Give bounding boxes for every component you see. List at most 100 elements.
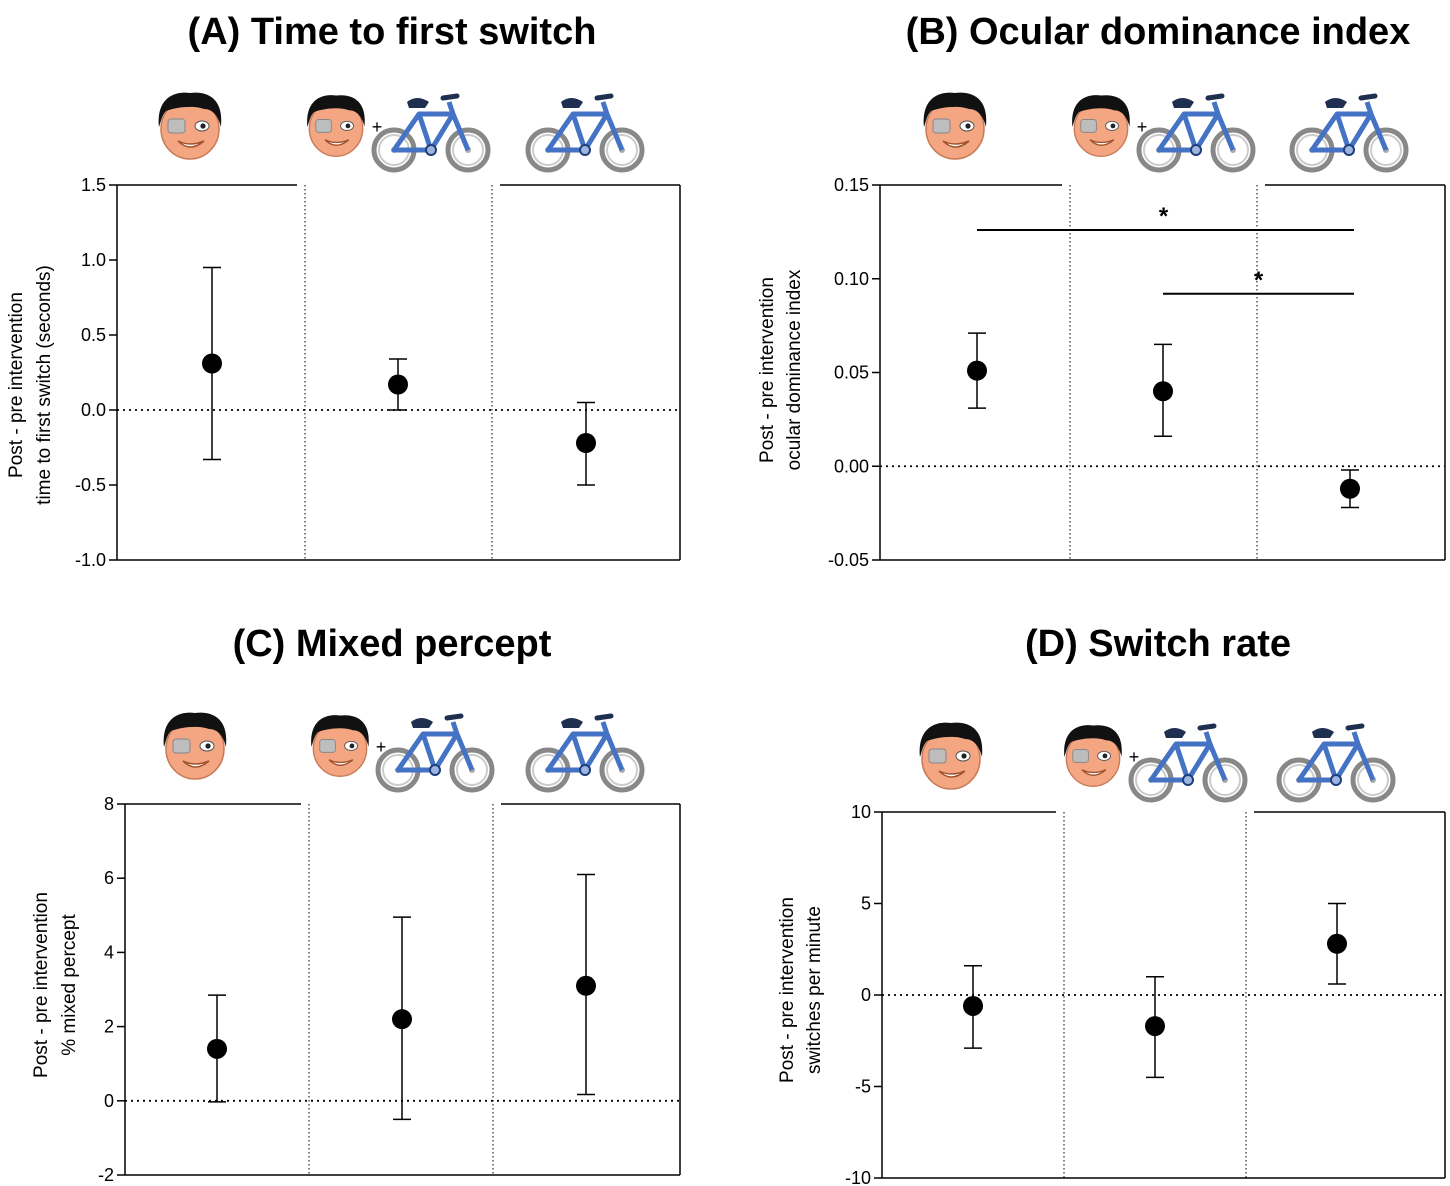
- eye-patch-plus-bike-icon: +: [311, 713, 495, 793]
- y-tick-label: -2: [98, 1165, 114, 1185]
- saddle-shape: [1164, 728, 1186, 738]
- condition-icons: +: [158, 92, 645, 173]
- eye-patch-shape: [932, 118, 951, 134]
- y-axis-label: ocular dominance index: [784, 269, 805, 470]
- saddle-shape: [1325, 98, 1347, 108]
- y-tick-label: -1.0: [75, 550, 106, 570]
- y-tick-label: 5: [861, 894, 871, 914]
- crank-shape: [425, 144, 437, 156]
- crank-shape: [1330, 774, 1342, 786]
- plot-frame: [116, 184, 681, 561]
- y-tick-label: 0.00: [834, 456, 869, 476]
- chart-title: (C) Mixed percept: [233, 623, 552, 665]
- mouth-shape: [182, 760, 210, 768]
- data-point: [202, 353, 222, 374]
- panel-a: (A) Time to first switch +1.5 1.0 0.5 0.0 -0.…: [6, 11, 681, 570]
- wheel-rim-shape: [1357, 764, 1389, 796]
- bike-icon: [525, 713, 645, 793]
- wheel-rim-shape: [452, 134, 484, 166]
- hair-shape: [158, 92, 222, 127]
- pupil-shape: [1110, 123, 1116, 129]
- y-tick-label: 0.05: [834, 363, 869, 383]
- data-point: [1340, 478, 1360, 499]
- hair-shape: [919, 722, 983, 757]
- crank-shape: [579, 144, 591, 156]
- plus-sign: +: [1129, 747, 1140, 767]
- data-point: [576, 975, 596, 996]
- data-point: [1145, 1016, 1165, 1037]
- crank-shape: [1182, 774, 1194, 786]
- frame-shape: [545, 101, 625, 153]
- bike-icon: [1128, 723, 1248, 803]
- pupil-shape: [961, 753, 967, 759]
- y-tick-label: 0.15: [834, 175, 869, 195]
- frame-shape: [1296, 731, 1376, 783]
- wheel-rim-shape: [1217, 134, 1249, 166]
- bike-icon: [525, 93, 645, 173]
- data-point: [207, 1038, 227, 1059]
- handlebar-shape: [1205, 93, 1225, 101]
- pupil-shape: [1102, 753, 1108, 759]
- bike-icon: [1136, 93, 1256, 173]
- rear-wheel-shape: [1363, 127, 1409, 173]
- pupil-shape: [965, 123, 971, 129]
- y-tick-label: 1.5: [81, 175, 106, 195]
- y-axis-label: Post - pre intervention: [757, 277, 778, 463]
- y-axis-label: switches per minute: [804, 906, 825, 1074]
- y-tick-label: 2: [104, 1017, 114, 1037]
- hair-shape: [311, 715, 369, 747]
- chart-title: (B) Ocular dominance index: [906, 11, 1411, 53]
- y-tick-label: 0.10: [834, 269, 869, 289]
- mouth-shape: [328, 759, 354, 766]
- handlebar-shape: [440, 93, 460, 101]
- chart-title: (D) Switch rate: [1025, 623, 1291, 665]
- mouth-shape: [938, 770, 966, 778]
- eye-patch-plus-bike-icon: +: [307, 93, 491, 173]
- data-point: [388, 374, 408, 395]
- pupil-shape: [205, 743, 211, 749]
- frame-shape: [1148, 731, 1228, 783]
- data-point: [967, 360, 987, 381]
- eye-patch-shape: [315, 119, 332, 133]
- eye-patch-shape: [1072, 749, 1089, 763]
- rear-wheel-shape: [1350, 757, 1396, 803]
- rear-wheel-shape: [449, 747, 495, 793]
- wheel-rim-shape: [1370, 134, 1402, 166]
- bike-icon: [375, 713, 495, 793]
- hair-shape: [163, 712, 227, 747]
- eye-patch-face-icon: [1072, 95, 1130, 157]
- frame-shape: [391, 101, 471, 153]
- wheel-rim-shape: [606, 754, 638, 786]
- y-tick-label: -10: [845, 1168, 871, 1186]
- y-tick-label: 6: [104, 868, 114, 888]
- data-point: [576, 433, 596, 453]
- handlebar-shape: [594, 713, 614, 721]
- y-tick-label: 8: [104, 794, 114, 814]
- saddle-shape: [411, 718, 433, 728]
- saddle-shape: [561, 98, 583, 108]
- crank-shape: [1190, 144, 1202, 156]
- y-tick-label: 1.0: [81, 250, 106, 270]
- eye-patch-face-icon: [1064, 725, 1122, 787]
- handlebar-shape: [1345, 723, 1365, 731]
- condition-icons: +: [923, 92, 1409, 173]
- panel-b: (B) Ocular dominance index +0.15 0.10 0.05 0…: [757, 11, 1446, 570]
- bike-icon: [1289, 93, 1409, 173]
- significance-label: *: [1254, 267, 1264, 294]
- handlebar-shape: [594, 93, 614, 101]
- plus-sign: +: [372, 117, 383, 137]
- condition-icons: +: [919, 722, 1396, 803]
- y-tick-label: 0: [104, 1091, 114, 1111]
- y-axis-label: time to first switch (seconds): [34, 265, 55, 505]
- hair-shape: [923, 92, 987, 127]
- data-point: [1153, 381, 1173, 402]
- eye-patch-shape: [172, 738, 191, 754]
- significance-label: *: [1159, 203, 1169, 230]
- mouth-shape: [942, 140, 970, 148]
- condition-icons: +: [163, 712, 645, 793]
- plus-sign: +: [1137, 117, 1148, 137]
- y-axis-label: Post - pre intervention: [31, 892, 52, 1078]
- y-tick-label: -0.5: [75, 475, 106, 495]
- saddle-shape: [1172, 98, 1194, 108]
